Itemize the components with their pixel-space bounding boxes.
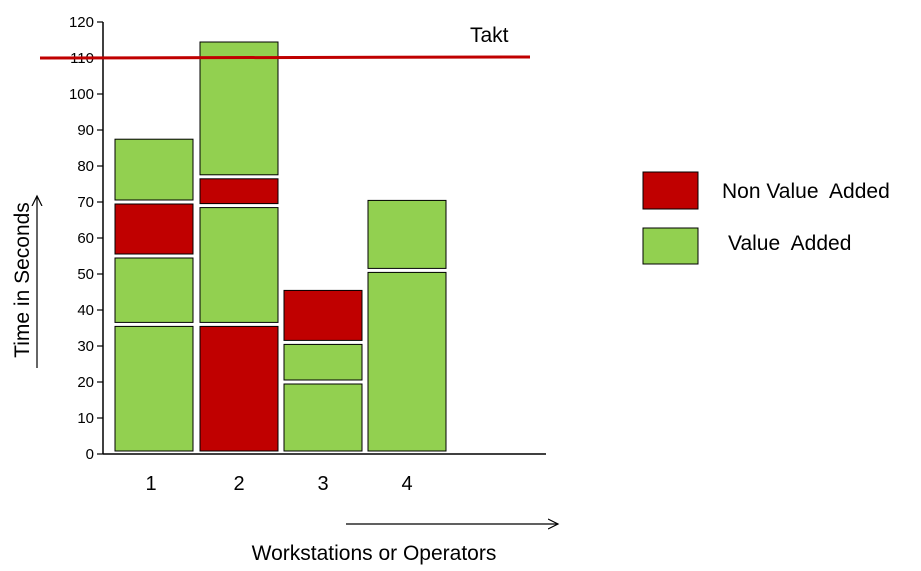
x-category-label: 1 <box>145 473 156 495</box>
y-tick-label: 20 <box>77 374 94 391</box>
y-axis-title: Time in Seconds <box>11 202 34 358</box>
bar-segment-value-added <box>367 271 447 452</box>
y-tick-label: 0 <box>86 446 94 463</box>
y-tick-label: 30 <box>77 338 94 355</box>
legend: Non Value Added Value Added <box>642 171 890 265</box>
takt-label: Takt <box>470 24 509 47</box>
legend-label-value-added: Value Added <box>728 232 851 255</box>
bar-segment-value-added <box>114 325 194 452</box>
x-category-label: 2 <box>233 473 244 495</box>
bar-segment-value-added <box>199 41 279 176</box>
takt-line <box>39 55 531 60</box>
bar-segment-value-added <box>114 257 194 323</box>
legend-label-non-value-added: Non Value Added <box>722 180 890 203</box>
y-tick-label: 120 <box>69 14 94 31</box>
bar-segment-value-added <box>367 199 447 269</box>
y-tick-label: 60 <box>77 230 94 247</box>
bar-segment-non-value-added <box>199 325 279 452</box>
bar-segment-value-added <box>283 383 363 452</box>
y-tick-label: 40 <box>77 302 94 319</box>
bar-segment-value-added <box>283 343 363 381</box>
y-tick-label: 10 <box>77 410 94 427</box>
legend-swatch-value-added <box>642 227 699 265</box>
y-tick-label: 90 <box>77 122 94 139</box>
legend-swatch-non-value-added <box>642 171 699 210</box>
y-tick-label: 70 <box>77 194 94 211</box>
bar-segment-value-added <box>199 207 279 323</box>
x-axis-categories: 1 2 3 4 <box>145 473 412 495</box>
x-category-label: 3 <box>317 473 328 495</box>
bar-segment-non-value-added <box>283 289 363 341</box>
bar-segment-value-added <box>114 138 194 201</box>
x-category-label: 4 <box>401 473 412 495</box>
y-tick-label: 50 <box>77 266 94 283</box>
stacked-bars <box>114 41 447 452</box>
bar-segment-non-value-added <box>199 178 279 205</box>
y-tick-label: 100 <box>69 86 94 103</box>
bar-segment-non-value-added <box>114 203 194 255</box>
x-axis-title: Workstations or Operators <box>252 542 497 565</box>
y-tick-label: 80 <box>77 158 94 175</box>
